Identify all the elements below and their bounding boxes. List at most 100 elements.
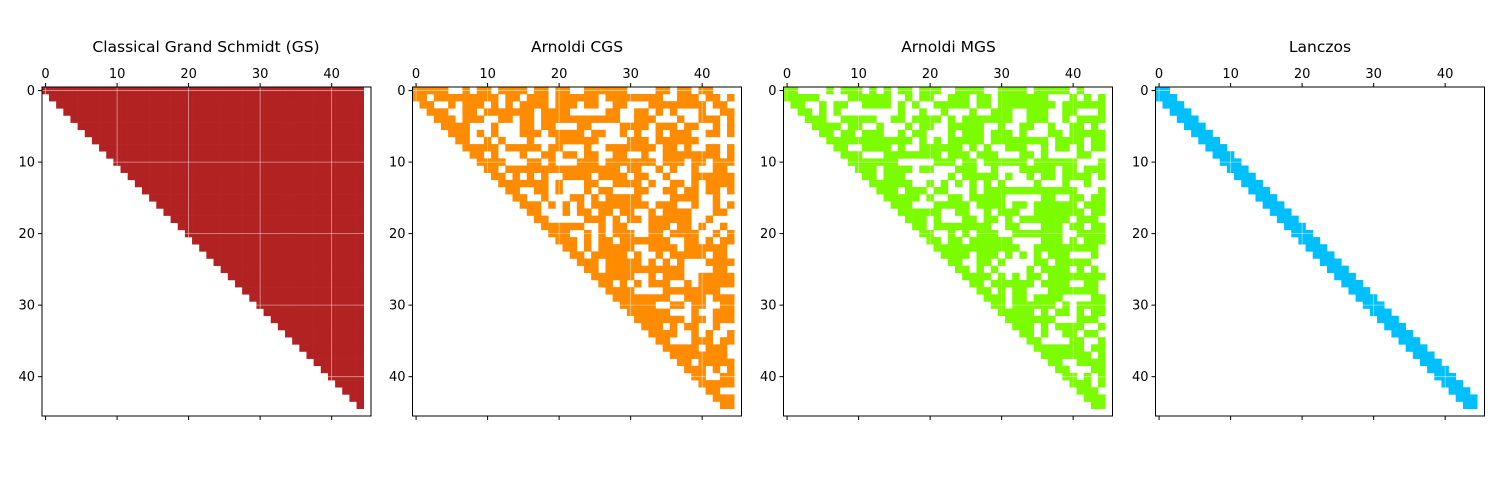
heatmap-cell	[591, 136, 599, 145]
heatmap-cell	[170, 122, 179, 131]
heatmap-cell	[598, 279, 606, 288]
heatmap-cell	[220, 101, 229, 109]
heatmap-cell	[1076, 287, 1085, 295]
heatmap-cell	[519, 179, 528, 188]
heatmap-cell	[612, 151, 621, 159]
heatmap-cell	[955, 222, 963, 231]
heatmap-cell	[569, 244, 578, 252]
heatmap-cell	[1412, 337, 1421, 345]
heatmap-cell	[349, 222, 357, 231]
heatmap-cell	[691, 294, 699, 302]
heatmap-cell	[299, 144, 307, 152]
heatmap-cell	[1076, 272, 1085, 281]
heatmap-cell	[170, 144, 179, 152]
heatmap-cell	[285, 201, 293, 209]
heatmap-cell	[335, 351, 343, 359]
heatmap-cell	[242, 151, 250, 159]
heatmap-cell	[277, 101, 286, 109]
heatmap-cell	[1090, 222, 1099, 231]
heatmap-cell	[876, 101, 884, 109]
grid-lines	[1155, 87, 1485, 416]
heatmap-cell	[149, 179, 157, 188]
heatmap-cell	[584, 186, 592, 195]
heatmap-cell	[206, 165, 214, 173]
heatmap-cell	[940, 108, 949, 116]
heatmap-cell	[299, 337, 307, 345]
heatmap-cell	[299, 287, 307, 295]
heatmap-cell	[292, 222, 300, 231]
heatmap-cell	[947, 151, 956, 159]
heatmap-cell	[512, 186, 520, 195]
heatmap-cell	[727, 179, 735, 188]
heatmap-cell	[199, 122, 207, 131]
heatmap-cell	[641, 237, 649, 245]
heatmap-cell	[1076, 265, 1085, 274]
heatmap-cell	[684, 237, 692, 245]
heatmap-cell	[705, 272, 714, 281]
heatmap-cell	[1026, 315, 1034, 324]
heatmap-cell	[141, 165, 150, 173]
heatmap-cell	[1341, 279, 1349, 288]
heatmap-cell	[705, 179, 714, 188]
heatmap-cell	[213, 151, 221, 159]
heatmap-cell	[220, 115, 229, 123]
heatmap-cell	[476, 101, 485, 109]
heatmap-cell	[342, 279, 350, 288]
heatmap-cell	[904, 194, 913, 202]
heatmap-cell	[213, 251, 221, 259]
heatmap-cell	[242, 108, 250, 116]
heatmap-cell	[584, 101, 592, 109]
heatmap-cell	[356, 322, 364, 331]
heatmap-cell	[727, 401, 735, 409]
heatmap-cell	[619, 101, 628, 109]
heatmap-cell	[655, 237, 663, 245]
heatmap-cell	[206, 194, 214, 202]
heatmap-cell	[1076, 308, 1085, 317]
heatmap-cell	[249, 151, 257, 159]
heatmap-cell	[234, 101, 243, 109]
heatmap-cell	[804, 115, 813, 123]
heatmap-cell	[912, 222, 920, 231]
heatmap-cell	[1262, 194, 1271, 202]
heatmap-cell	[684, 194, 692, 202]
heatmap-cell	[1098, 208, 1106, 216]
heatmap-cell	[213, 179, 221, 188]
heatmap-cell	[277, 272, 286, 281]
heatmap-cell	[676, 208, 685, 216]
heatmap-cell	[505, 108, 513, 116]
heatmap-cell	[320, 330, 329, 338]
heatmap-cell	[1040, 322, 1049, 331]
heatmap-cell	[1076, 215, 1085, 224]
heatmap-cell	[976, 244, 984, 252]
heatmap-cell	[727, 258, 735, 266]
heatmap-cell	[156, 129, 164, 138]
heatmap-cell	[270, 194, 279, 202]
heatmap-cell	[684, 222, 692, 231]
heatmap-cell	[127, 165, 136, 173]
heatmap-cell	[1098, 201, 1106, 209]
heatmap-cell	[320, 337, 329, 345]
heatmap-cell	[1412, 351, 1421, 359]
heatmap-cell	[584, 244, 592, 252]
heatmap-cell	[505, 186, 513, 195]
heatmap-cell	[1005, 222, 1013, 231]
heatmap-cell	[1076, 136, 1085, 145]
heatmap-cell	[912, 215, 920, 224]
heatmap-cell	[676, 344, 685, 352]
heatmap-cell	[234, 279, 243, 288]
heatmap-cell	[691, 322, 699, 331]
heatmap-cell	[199, 129, 207, 138]
heatmap-cell	[285, 279, 293, 288]
heatmap-cell	[120, 136, 128, 145]
heatmap-cell	[684, 294, 692, 302]
heatmap-cell	[177, 122, 186, 131]
y-tick-label: 0	[397, 84, 405, 99]
heatmap-cell	[862, 144, 870, 152]
heatmap-cell	[149, 194, 157, 202]
heatmap-cell	[619, 222, 628, 231]
heatmap-cell	[955, 101, 963, 109]
heatmap-cell	[313, 330, 322, 338]
heatmap-cell	[655, 129, 663, 138]
heatmap-cell	[648, 208, 656, 216]
heatmap-cell	[634, 194, 642, 202]
